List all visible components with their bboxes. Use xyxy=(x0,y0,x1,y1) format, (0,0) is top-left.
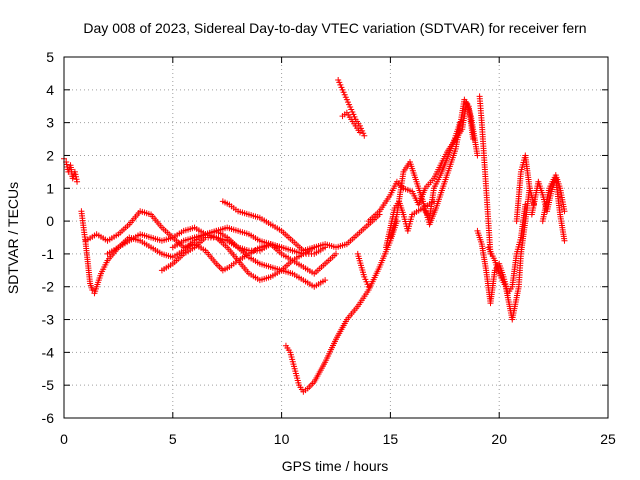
y-tick-label: -2 xyxy=(42,279,55,295)
x-tick-label: 20 xyxy=(491,431,507,447)
tick-layer: 0 5 10 15 20 25 -6 -5 -4 -3 -2 -1 0 1 2 3 4 5 xyxy=(42,49,616,447)
data-point xyxy=(89,287,96,294)
y-tick-label: -1 xyxy=(42,246,55,262)
data-point xyxy=(322,277,329,284)
data-point xyxy=(561,208,568,215)
y-tick-label: 3 xyxy=(46,115,54,131)
data-point xyxy=(561,237,568,244)
y-tick-label: 4 xyxy=(46,82,54,98)
x-tick-label: 15 xyxy=(383,431,399,447)
y-tick-label: 1 xyxy=(46,180,54,196)
y-tick-label: -4 xyxy=(42,344,55,360)
x-tick-label: 0 xyxy=(60,431,68,447)
x-axis-label: GPS time / hours xyxy=(282,458,389,474)
data-point xyxy=(333,250,339,257)
y-tick-label: 2 xyxy=(46,147,54,163)
y-axis-label: SDTVAR / TECUs xyxy=(5,182,21,294)
data-point xyxy=(74,178,81,185)
data-point xyxy=(457,119,464,126)
plot-frame xyxy=(63,56,609,419)
x-tick-label: 10 xyxy=(274,431,290,447)
x-tick-label: 5 xyxy=(169,431,177,447)
data-point xyxy=(474,152,481,159)
chart-title: Day 008 of 2023, Sidereal Day-to-day VTE… xyxy=(83,20,586,36)
y-tick-label: 5 xyxy=(46,49,54,65)
y-tick-label: -5 xyxy=(42,377,55,393)
y-tick-label: -6 xyxy=(42,410,55,426)
data-point xyxy=(322,244,329,251)
data-point xyxy=(365,283,372,290)
y-tick-label: -3 xyxy=(42,312,55,328)
data-point xyxy=(356,129,363,136)
y-tick-label: 0 xyxy=(46,213,54,229)
data-point xyxy=(361,132,368,139)
data-layer xyxy=(61,76,568,395)
data-point xyxy=(470,136,477,143)
x-tick-label: 25 xyxy=(600,431,616,447)
